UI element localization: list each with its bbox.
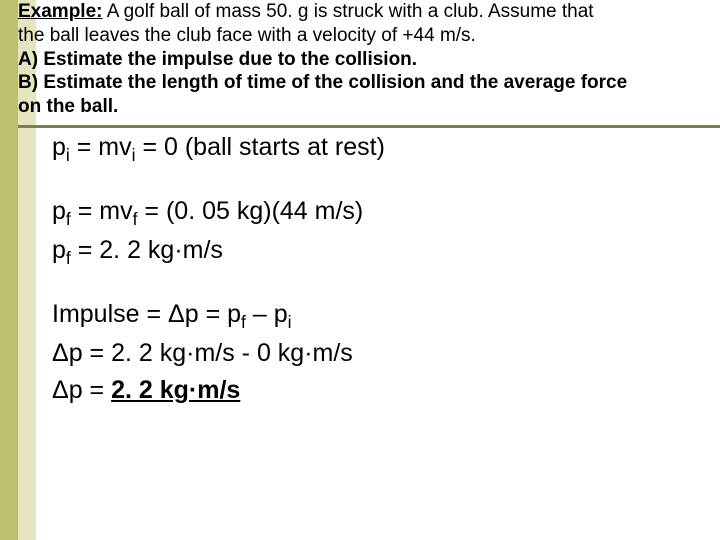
part-b-line2: on the ball.	[18, 96, 118, 117]
solution-line-2: pf = mvf = (0. 05 kg)(44 m/s)	[52, 194, 692, 232]
problem-line2: the ball leaves the club face with a vel…	[18, 25, 476, 46]
solution-line-6: Δp = 2. 2 kg·m/s	[52, 373, 692, 408]
t: = 2. 2 kg·m/s	[71, 236, 223, 264]
t: p	[52, 197, 66, 225]
stripe-dark	[0, 0, 18, 540]
t: = (0. 05 kg)(44 m/s)	[137, 197, 363, 225]
t: = 0 (ball starts at rest)	[136, 133, 385, 161]
solution-line-5: Δp = 2. 2 kg·m/s - 0 kg·m/s	[52, 336, 692, 371]
t: Impulse = Δp = p	[52, 300, 241, 328]
t: = mv	[71, 197, 133, 225]
part-b-line1: B) Estimate the length of time of the co…	[18, 72, 627, 93]
solution-line-4: Impulse = Δp = pf – pi	[52, 297, 692, 335]
problem-line1: A golf ball of mass 50. g is struck with…	[102, 1, 593, 22]
solution-line-1: pi = mvi = 0 (ball starts at rest)	[52, 130, 692, 168]
t: Δp = 2. 2 kg·m/s - 0 kg·m/s	[52, 339, 353, 367]
t: = mv	[70, 133, 132, 161]
final-answer: 2. 2 kg·m/s	[111, 376, 240, 404]
t: Δp =	[52, 376, 111, 404]
solution-line-3: pf = 2. 2 kg·m/s	[52, 233, 692, 271]
t: p	[52, 133, 66, 161]
t: – p	[246, 300, 288, 328]
problem-statement: Example: A golf ball of mass 50. g is st…	[18, 0, 720, 128]
part-a: A) Estimate the impulse due to the colli…	[18, 49, 417, 70]
example-label: Example:	[18, 1, 102, 22]
sub: i	[288, 312, 292, 332]
t: p	[52, 236, 66, 264]
solution-work: pi = mvi = 0 (ball starts at rest) pf = …	[52, 130, 692, 410]
